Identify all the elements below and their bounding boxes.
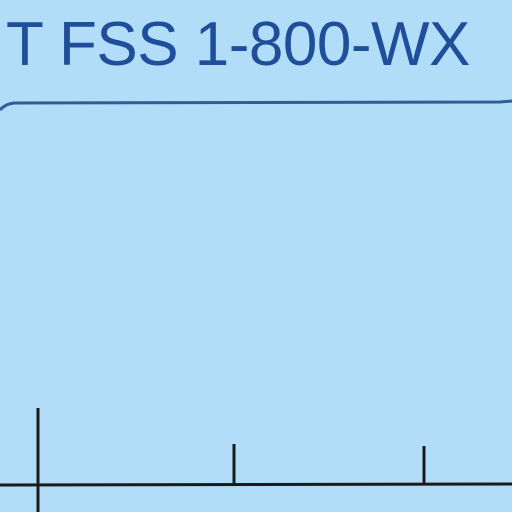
fss-phone-label: T FSS 1-800-WX <box>6 10 470 79</box>
bottom-scale-line <box>0 482 512 487</box>
label-underline <box>0 99 512 112</box>
